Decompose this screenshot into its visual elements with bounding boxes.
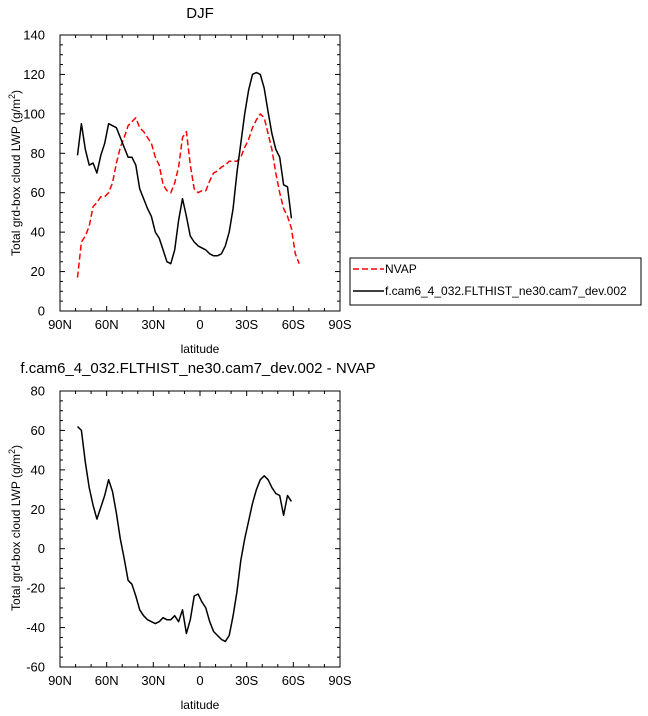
x-tick-label: 30N [141,673,165,688]
x-tick-label: 60N [95,317,119,332]
plot-area-bottom: 90N 60N 30N 0 30S 60S 90S -60 -40 -20 0 20 40 60 80 [26,384,352,689]
x-tick-label: 0 [196,317,203,332]
series-line-top-1 [76,71,293,265]
y-tick-label: 20 [31,264,45,279]
x-tick-label: 90S [328,673,351,688]
legend: NVAP f.cam6_4_032.FLTHIST_ne30.cam7_dev.… [349,257,642,306]
chart-title-bottom: f.cam6_4_032.FLTHIST_ne30.cam7_dev.002 -… [20,360,375,377]
series-line-top-0 [76,113,300,278]
plot-frame-top [59,34,341,312]
y-tick-label: 60 [31,423,45,438]
y-tick-label: 120 [23,67,45,82]
chart-title-top: DJF [186,5,214,22]
y-tick-label: -40 [26,620,45,635]
y-tick-label: 20 [31,502,45,517]
x-tick-label: 30S [235,673,258,688]
chart-panel-top: DJF Total grd-box cloud LWP (g/m2) latit… [7,5,642,356]
y-axis-label-main-bottom: Total grd-box cloud LWP (g/m [9,454,23,611]
x-axis-label-top: latitude [181,342,220,356]
y-tick-label: 80 [31,384,45,399]
legend-box [349,257,642,306]
y-axis-label-main-top: Total grd-box cloud LWP (g/m [9,99,23,256]
y-axis-label-sup-bottom: 2 [7,449,17,454]
y-tick-label: 80 [31,146,45,161]
x-tick-label: 30S [235,317,258,332]
y-axis-label-top: Total grd-box cloud LWP (g/m2) [7,90,23,256]
y-axis-label-sup-top: 2 [7,94,17,99]
legend-label-model: f.cam6_4_032.FLTHIST_ne30.cam7_dev.002 [385,284,627,298]
x-tick-label: 60S [282,673,305,688]
y-tick-label: -20 [26,581,45,596]
x-tick-label: 0 [196,673,203,688]
chart-panel-bottom: f.cam6_4_032.FLTHIST_ne30.cam7_dev.002 -… [7,360,376,712]
x-tick-label: 60S [282,317,305,332]
y-tick-label: 40 [31,225,45,240]
series-line-bottom-0 [76,425,293,643]
x-tick-label: 90S [328,317,351,332]
y-tick-label: 140 [23,28,45,43]
y-tick-label: 0 [38,541,45,556]
y-tick-label: 0 [38,304,45,319]
plot-frame-bottom [59,390,341,668]
y-tick-label: -60 [26,660,45,675]
y-axis-label-bottom: Total grd-box cloud LWP (g/m2) [7,445,23,611]
y-axis-label-tail-top: ) [9,90,23,94]
x-axis-label-bottom: latitude [181,698,220,712]
legend-label-nvap: NVAP [385,262,417,276]
x-tick-label: 90N [48,317,72,332]
y-tick-label: 40 [31,462,45,477]
y-axis-label-tail-bottom: ) [9,445,23,449]
x-tick-label: 30N [141,317,165,332]
x-tick-label: 60N [95,673,119,688]
y-tick-label: 60 [31,185,45,200]
y-tick-label: 100 [23,106,45,121]
plot-area-top: 90N 60N 30N 0 30S 60S 90S 0 20 40 60 80 100 120 140 [23,28,352,333]
x-tick-label: 90N [48,673,72,688]
